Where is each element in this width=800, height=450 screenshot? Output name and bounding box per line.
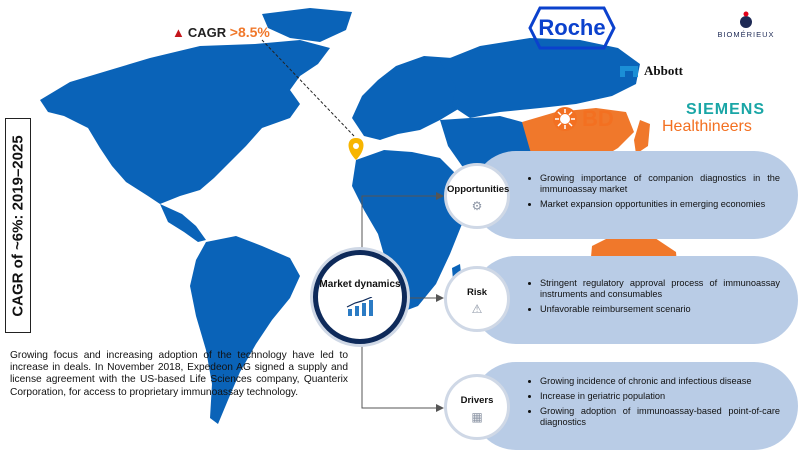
japan [634,120,650,154]
cagr-callout-label: CAGR [187,25,227,40]
bd-logo: BD [552,106,614,136]
siemens-logo-text: SIEMENS [686,101,766,118]
biomerieux-logo: BIOMÉRIEUX [706,10,786,50]
cagr-callout-value: >8.5% [229,24,270,40]
north-asia [440,38,640,118]
list-item: Growing importance of companion diagnost… [540,173,780,195]
africa [352,150,470,312]
drivers-panel: Growing incidence of chronic and infecti… [472,362,798,450]
up-arrow-icon: ▲ [172,25,185,40]
bar-chart-icon [346,297,373,316]
list-item: Growing adoption of immunoassay-based po… [540,406,780,428]
risk-panel: Stringent regulatory approval process of… [472,256,798,344]
location-pin-icon [348,138,364,160]
building-icon: ▦ [471,410,483,424]
abbott-logo: Abbott [618,62,683,82]
cagr-vertical-label: CAGR of ~6%: 2019–2025 [5,118,31,333]
greenland [262,8,352,42]
risk-circle: Risk ⚠ [444,266,510,332]
risk-label: Risk [466,287,488,298]
people-network-icon: ⚙ [471,199,483,213]
healthineers-logo-text: Healthineers [662,118,752,135]
europe [352,56,472,140]
drivers-circle: Drivers ▦ [444,374,510,440]
warning-icon: ⚠ [471,302,483,316]
roche-logo-text: Roche [538,15,606,40]
bd-sun-icon [553,107,577,131]
list-item: Increase in geriatric population [540,391,780,402]
bd-logo-text: BD [582,106,614,131]
list-item: Market expansion opportunities in emergi… [540,199,780,210]
central-america [160,204,206,242]
deal-paragraph: Growing focus and increasing adoption of… [10,350,348,398]
biomerieux-logo-text: BIOMÉRIEUX [717,30,775,39]
abbott-logo-text: Abbott [644,62,684,78]
list-item: Unfavorable reimbursement scenario [540,304,780,315]
south-america [190,236,300,424]
opportunities-label: Opportunities [447,184,510,195]
cagr-callout: ▲ CAGR >8.5% [172,24,270,40]
north-america [40,40,330,204]
market-dynamics-label: Market dynamics [319,279,401,290]
opportunities-panel: Growing importance of companion diagnost… [472,151,798,239]
list-item: Stringent regulatory approval process of… [540,278,780,300]
abbott-mark-icon [620,65,638,77]
siemens-healthineers-logo: SIEMENS Healthineers [662,102,792,136]
market-dynamics-hub: Market dynamics [313,250,407,344]
roche-logo: Roche [528,6,616,50]
drivers-label: Drivers [460,395,494,406]
opportunities-circle: Opportunities ⚙ [444,163,510,229]
list-item: Growing incidence of chronic and infecti… [540,376,780,387]
